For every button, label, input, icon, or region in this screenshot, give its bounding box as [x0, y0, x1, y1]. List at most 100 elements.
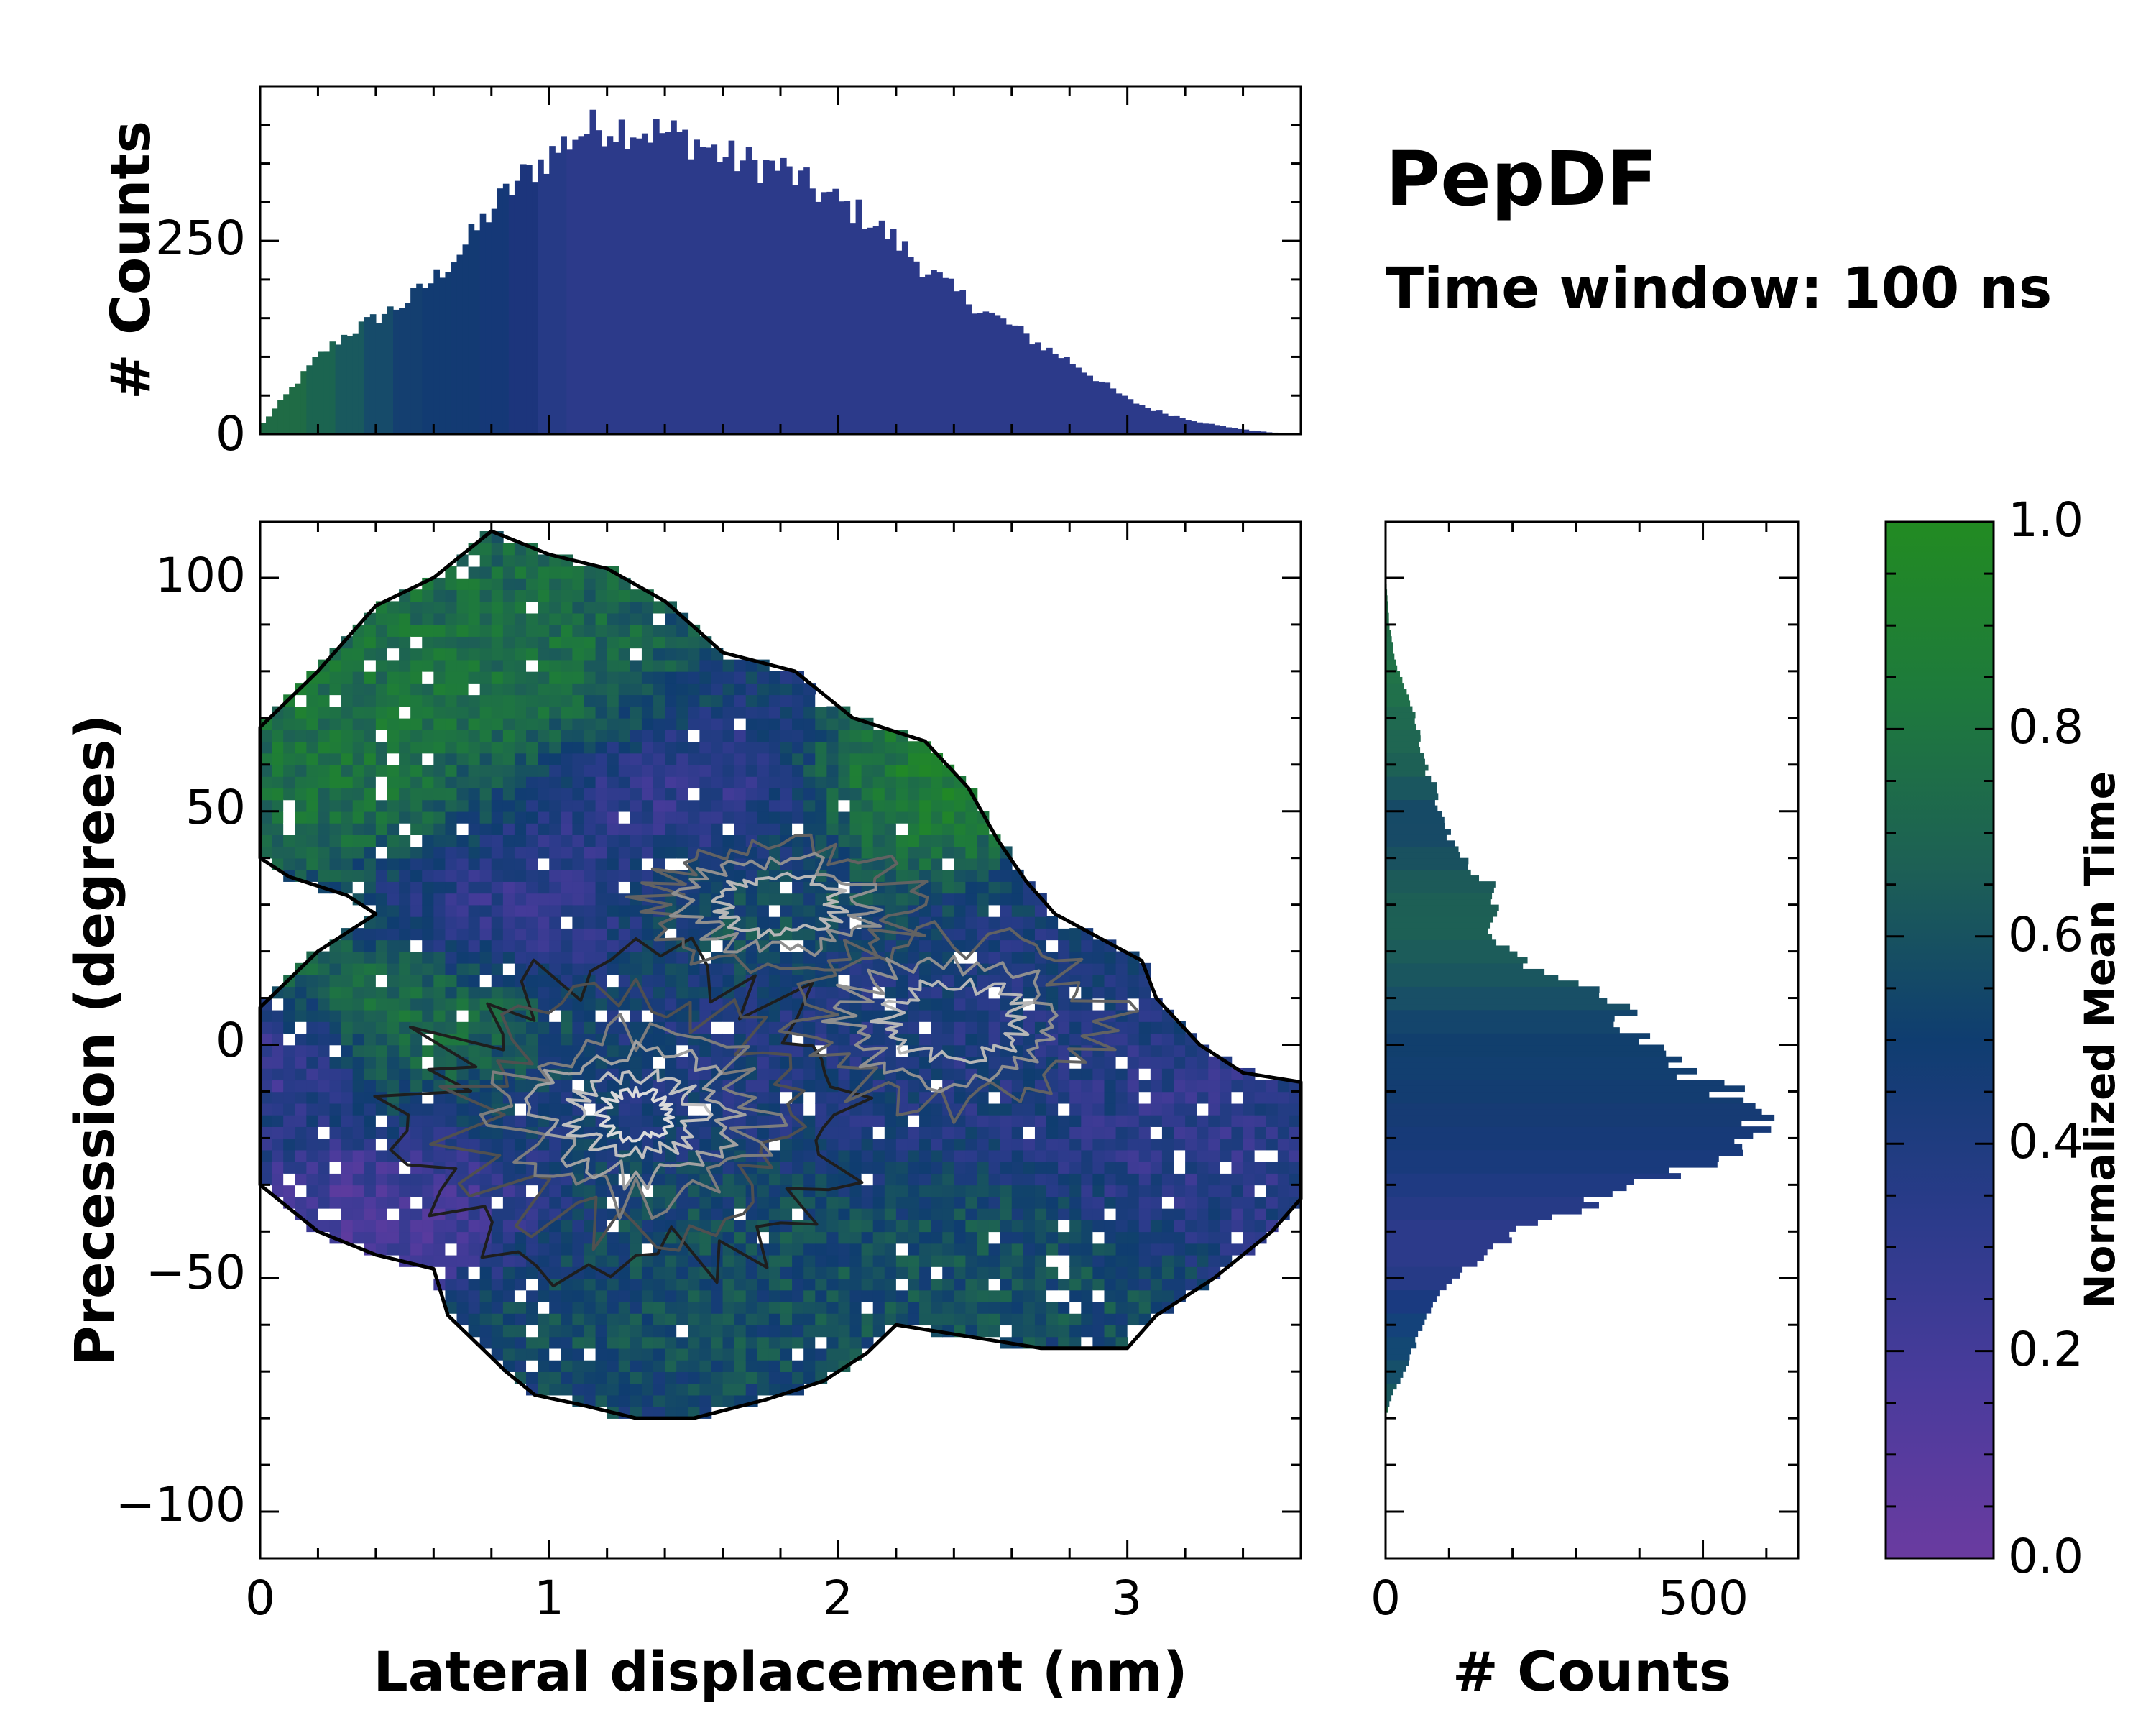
right-histogram-bar	[1386, 1155, 1719, 1162]
heatmap-cell	[584, 881, 596, 894]
heatmap-cell	[329, 1196, 342, 1209]
heatmap-cell	[872, 834, 885, 847]
heatmap-cell	[803, 1371, 816, 1384]
heatmap-cell	[977, 1243, 990, 1256]
heatmap-cell	[456, 717, 469, 730]
heatmap-cell	[468, 683, 481, 696]
heatmap-cell	[734, 986, 747, 999]
heatmap-cell	[468, 788, 481, 801]
heatmap-cell	[665, 694, 677, 707]
heatmap-cell	[352, 962, 365, 975]
heatmap-cell	[352, 1033, 365, 1046]
heatmap-cell	[1115, 1220, 1128, 1233]
heatmap-cell	[341, 1196, 354, 1209]
heatmap-cell	[514, 788, 527, 801]
top-histogram-bar	[1237, 428, 1244, 434]
heatmap-cell	[341, 986, 354, 999]
heatmap-cell	[491, 741, 504, 754]
heatmap-cell	[907, 741, 920, 754]
right-histogram-bar	[1386, 921, 1491, 929]
heatmap-cell	[1115, 975, 1128, 988]
heatmap-cell	[491, 764, 504, 777]
heatmap-cell	[364, 1149, 377, 1162]
heatmap-cell	[665, 753, 677, 765]
heatmap-cell	[1023, 904, 1036, 917]
heatmap-cell	[422, 998, 435, 1011]
heatmap-cell	[1254, 1091, 1267, 1104]
heatmap-cell	[676, 1009, 689, 1022]
heatmap-cell	[1046, 1103, 1059, 1116]
heatmap-cell	[375, 893, 388, 906]
heatmap-cell	[618, 904, 631, 917]
heatmap-cell	[768, 975, 781, 988]
heatmap-cell	[584, 904, 596, 917]
heatmap-cell	[595, 753, 608, 765]
heatmap-cell	[1046, 1208, 1059, 1220]
heatmap-cell	[618, 1371, 631, 1384]
heatmap-cell	[734, 1359, 747, 1372]
heatmap-cell	[607, 986, 619, 999]
heatmap-cell	[977, 1266, 990, 1279]
heatmap-cell	[445, 962, 458, 975]
heatmap-cell	[630, 951, 642, 964]
heatmap-cell	[665, 1278, 677, 1291]
heatmap-cell	[607, 1289, 619, 1302]
heatmap-cell	[341, 694, 354, 707]
heatmap-cell	[1174, 1033, 1186, 1046]
heatmap-cell	[757, 1336, 770, 1349]
heatmap-cell	[1034, 951, 1047, 964]
heatmap-cell	[1000, 1184, 1013, 1197]
heatmap-cell	[422, 846, 435, 859]
heatmap-cell	[1115, 1173, 1128, 1186]
top-histogram-bar	[751, 160, 758, 434]
heatmap-cell	[272, 741, 284, 754]
heatmap-cell	[711, 1208, 724, 1220]
top-histogram-bar	[369, 314, 377, 434]
heatmap-cell	[341, 683, 354, 696]
heatmap-cell	[895, 1056, 908, 1069]
heatmap-cell	[514, 589, 527, 602]
heatmap-cell	[757, 1173, 770, 1186]
heatmap-cell	[526, 1033, 538, 1046]
heatmap-cell	[1138, 1289, 1151, 1302]
heatmap-cell	[399, 1231, 411, 1244]
heatmap-cell	[872, 741, 885, 754]
heatmap-cell	[549, 986, 562, 999]
heatmap-cell	[1174, 1278, 1186, 1291]
heatmap-cell	[688, 659, 701, 672]
heatmap-cell	[479, 916, 492, 929]
heatmap-cell	[283, 788, 296, 801]
right-histogram-bar	[1386, 1225, 1516, 1232]
heatmap-cell	[872, 1220, 885, 1233]
heatmap-cell	[526, 730, 538, 742]
heatmap-cell	[410, 694, 423, 707]
heatmap-cell	[1254, 1161, 1267, 1174]
heatmap-cell	[1011, 939, 1024, 952]
heatmap-cell	[479, 741, 492, 754]
heatmap-cell	[757, 1289, 770, 1302]
main-ytick-label-50: 50	[185, 780, 246, 835]
heatmap-cell	[1161, 1080, 1174, 1092]
heatmap-cell	[491, 717, 504, 730]
heatmap-cell	[607, 1173, 619, 1186]
heatmap-cell	[445, 730, 458, 742]
heatmap-cell	[410, 612, 423, 625]
plot-title: PepDF	[1386, 135, 1658, 223]
heatmap-cell	[895, 799, 908, 812]
heatmap-cell	[1266, 1091, 1279, 1104]
heatmap-cell	[341, 975, 354, 988]
top-histogram-bar	[572, 139, 579, 434]
heatmap-cell	[884, 939, 897, 952]
heatmap-cell	[872, 1231, 885, 1244]
heatmap-cell	[688, 1184, 701, 1197]
heatmap-cell	[1115, 1325, 1128, 1338]
heatmap-cell	[595, 1312, 608, 1326]
heatmap-cell	[445, 986, 458, 999]
heatmap-cell	[561, 1080, 573, 1092]
heatmap-cell	[364, 764, 377, 777]
heatmap-cell	[988, 1114, 1001, 1127]
heatmap-cell	[502, 799, 515, 812]
heatmap-cell	[803, 1231, 816, 1244]
heatmap-cell	[1000, 1208, 1013, 1220]
heatmap-cell	[1034, 1266, 1047, 1279]
